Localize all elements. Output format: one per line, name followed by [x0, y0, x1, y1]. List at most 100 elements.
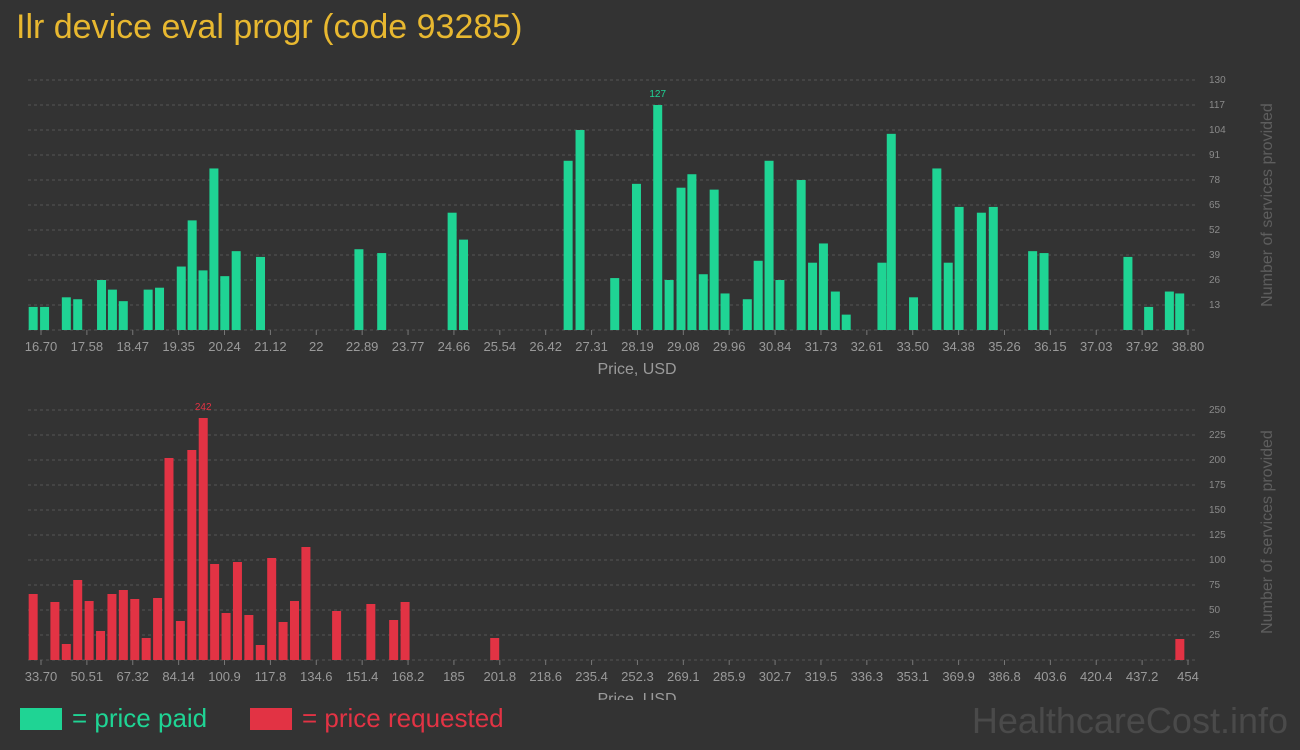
x-tick-label: 336.3 — [851, 669, 884, 684]
paid-chart: 13 26 39 52 65 78 91 104 117 130 16.70 17.58 18.47 19… — [25, 75, 1276, 378]
bar — [1028, 251, 1038, 330]
bar — [232, 562, 242, 660]
bar — [255, 645, 265, 660]
bar — [653, 105, 663, 330]
y-tick-label: 104 — [1209, 125, 1226, 136]
bar — [210, 564, 220, 660]
x-tick-label: 235.4 — [575, 669, 608, 684]
y-tick-label: 200 — [1209, 455, 1226, 466]
bar — [1175, 639, 1185, 660]
x-tick-label: 32.61 — [851, 339, 884, 354]
x-tick-label: 24.66 — [438, 339, 471, 354]
bar — [1123, 256, 1133, 330]
y-tick-label: 39 — [1209, 250, 1221, 261]
bar — [187, 220, 197, 330]
y-tick-label: 26 — [1209, 275, 1221, 286]
bar — [84, 601, 94, 660]
bar — [176, 266, 186, 330]
chart-title: Ilr device eval progr (code 93285) — [16, 8, 523, 46]
bar — [389, 620, 399, 660]
y-tick-label: 65 — [1209, 200, 1221, 211]
x-tick-label: 218.6 — [529, 669, 562, 684]
legend-paid: = price paid — [20, 703, 207, 734]
bar — [976, 212, 986, 330]
x-tick-label: 22 — [309, 339, 323, 354]
x-axis-label: Price, USD — [597, 361, 676, 378]
bar — [676, 187, 686, 330]
x-tick-label: 151.4 — [346, 669, 379, 684]
bar — [198, 418, 208, 660]
bar — [490, 638, 500, 660]
bar — [175, 621, 185, 660]
bar — [244, 615, 254, 660]
bar — [447, 212, 457, 330]
x-tick-label: 37.92 — [1126, 339, 1159, 354]
x-tick-label: 50.51 — [71, 669, 104, 684]
bar — [28, 594, 38, 660]
bar — [459, 239, 469, 330]
y-tick-label: 75 — [1209, 580, 1221, 591]
paid-legend-label: = price paid — [72, 703, 208, 733]
bar — [775, 280, 785, 330]
x-tick-label: 38.80 — [1172, 339, 1205, 354]
y-tick-label: 130 — [1209, 75, 1226, 86]
x-tick-label: 353.1 — [896, 669, 929, 684]
x-tick-label: 403.6 — [1034, 669, 1067, 684]
y-tick-label: 25 — [1209, 630, 1221, 641]
x-tick-label: 19.35 — [162, 339, 195, 354]
bar — [886, 133, 896, 330]
bar — [221, 613, 231, 660]
bar — [220, 276, 230, 330]
requested-swatch — [250, 707, 292, 730]
x-tick-label: 386.8 — [988, 669, 1021, 684]
x-tick-label: 16.70 — [25, 339, 58, 354]
bar — [267, 558, 277, 660]
x-tick-label: 420.4 — [1080, 669, 1113, 684]
bar — [563, 160, 573, 330]
x-tick-label: 21.12 — [254, 339, 287, 354]
y-tick-label: 175 — [1209, 480, 1226, 491]
bar — [118, 590, 128, 660]
bar — [73, 580, 83, 660]
bar — [61, 644, 71, 660]
bar — [753, 260, 763, 330]
bar — [164, 458, 174, 660]
bar — [742, 299, 752, 330]
x-tick-label: 20.24 — [208, 339, 241, 354]
bar — [400, 602, 410, 660]
y-tick-label: 78 — [1209, 175, 1221, 186]
y-tick-label: 250 — [1209, 405, 1226, 416]
x-tick-label: 252.3 — [621, 669, 654, 684]
x-tick-label: 23.77 — [392, 339, 425, 354]
bar — [143, 289, 153, 330]
x-tick-label: 27.31 — [575, 339, 608, 354]
bar — [796, 180, 806, 330]
x-tick-label: 134.6 — [300, 669, 333, 684]
legend-requested: = price requested — [250, 703, 504, 734]
y-tick-label: 117 — [1209, 100, 1225, 111]
bar — [841, 314, 851, 330]
bar — [830, 291, 840, 330]
x-tick-label: 29.08 — [667, 339, 700, 354]
bar — [290, 601, 300, 660]
bar — [377, 253, 387, 330]
x-tick-label: 67.32 — [116, 669, 149, 684]
x-tick-label: 117.8 — [255, 669, 287, 684]
bar — [231, 251, 241, 330]
x-tick-label: 302.7 — [759, 669, 792, 684]
x-tick-label: 454 — [1177, 669, 1199, 684]
bar — [155, 287, 165, 330]
x-tick-label: 285.9 — [713, 669, 746, 684]
peak-label: 127 — [649, 89, 666, 100]
bar — [698, 274, 708, 330]
x-tick-label: 33.70 — [25, 669, 58, 684]
x-tick-label: 17.58 — [71, 339, 104, 354]
y-tick-label: 13 — [1209, 300, 1221, 311]
bar — [96, 631, 106, 660]
bar — [1144, 306, 1154, 330]
y-tick-label: 100 — [1209, 555, 1226, 566]
y-axis-label: Number of services provided — [1259, 103, 1276, 307]
x-tick-label: 35.26 — [988, 339, 1021, 354]
x-tick-label: 319.5 — [805, 669, 838, 684]
bar — [198, 270, 208, 330]
